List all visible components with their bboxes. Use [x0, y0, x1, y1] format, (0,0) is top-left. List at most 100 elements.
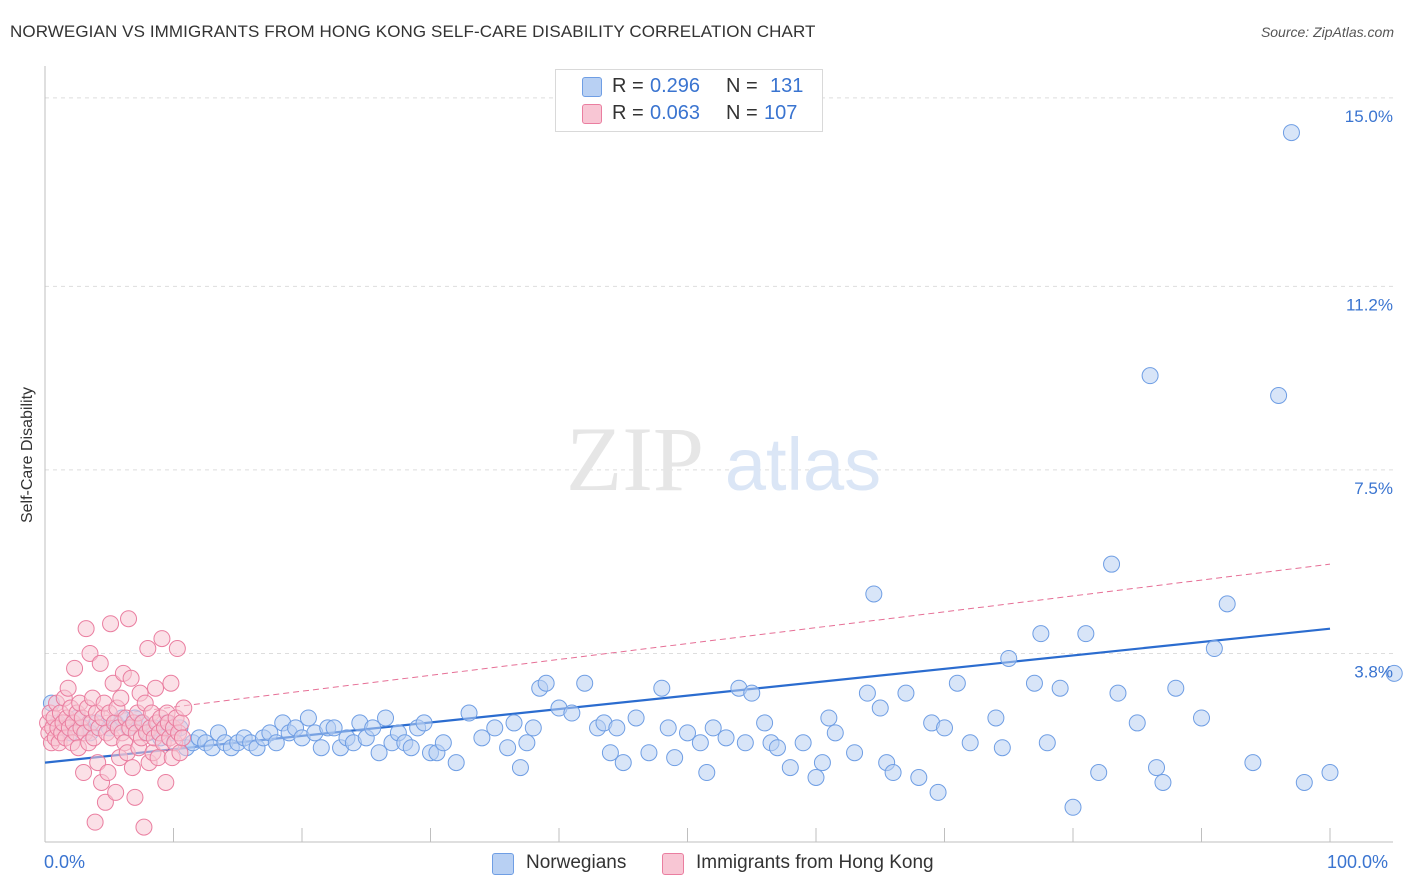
point-norwegians	[511, 759, 529, 777]
point-norwegians	[518, 734, 536, 752]
point-norwegians	[608, 719, 626, 737]
point-norwegians	[447, 754, 465, 772]
point-norwegians	[736, 734, 754, 752]
point-hong-kong	[139, 640, 157, 658]
trend-line-hong-kong	[44, 563, 1331, 724]
point-hong-kong	[172, 714, 190, 732]
legend-r-value: 0.063	[650, 102, 701, 124]
point-norwegians	[614, 754, 632, 772]
point-hong-kong	[112, 689, 130, 707]
point-norwegians	[679, 724, 696, 742]
point-hong-kong	[153, 630, 171, 648]
point-hong-kong	[126, 788, 144, 806]
point-hong-kong	[59, 679, 77, 697]
point-norwegians	[948, 674, 966, 692]
point-norwegians	[743, 684, 761, 702]
point-norwegians	[756, 714, 774, 732]
x-tick-label-min: 0.0%	[44, 852, 86, 872]
point-norwegians	[640, 744, 658, 762]
point-hong-kong	[171, 744, 189, 762]
point-norwegians	[370, 744, 388, 762]
point-hong-kong	[147, 679, 165, 697]
point-norwegians	[524, 719, 542, 737]
y-tick-label: 15.0%	[1345, 107, 1393, 126]
point-norwegians	[563, 704, 581, 722]
point-hong-kong	[157, 773, 175, 791]
point-norwegians	[299, 709, 317, 727]
point-norwegians	[820, 709, 838, 727]
point-norwegians	[1154, 773, 1172, 791]
point-norwegians	[698, 764, 716, 782]
point-hong-kong	[77, 620, 95, 638]
point-norwegians	[794, 734, 812, 752]
legend-n-value: 107	[764, 102, 798, 124]
point-norwegians	[486, 719, 504, 737]
point-hong-kong	[91, 654, 109, 672]
point-norwegians	[653, 679, 671, 697]
point-hong-kong	[102, 615, 120, 633]
chart-title: NORWEGIAN VS IMMIGRANTS FROM HONG KONG S…	[10, 22, 816, 41]
legend-swatch-hong-kong	[582, 104, 602, 124]
point-norwegians	[1141, 367, 1159, 385]
point-hong-kong	[162, 674, 180, 692]
point-hong-kong	[86, 813, 104, 831]
y-tick-label: 7.5%	[1354, 479, 1393, 498]
point-hong-kong	[81, 644, 99, 662]
point-norwegians	[865, 585, 883, 603]
watermark: ZIP atlas	[566, 408, 881, 510]
point-hong-kong	[175, 699, 193, 717]
bottom-legend-label: Immigrants from Hong Kong	[696, 852, 934, 873]
point-norwegians	[929, 783, 947, 801]
point-norwegians	[1128, 714, 1146, 732]
point-norwegians	[1270, 387, 1288, 405]
point-norwegians	[1051, 679, 1069, 697]
point-norwegians	[312, 739, 330, 757]
point-norwegians	[1385, 664, 1403, 682]
point-norwegians	[364, 719, 382, 737]
point-norwegians	[1103, 555, 1121, 573]
point-hong-kong	[149, 749, 167, 767]
point-hong-kong	[120, 610, 138, 628]
data-points	[39, 124, 1403, 836]
point-norwegians	[691, 734, 709, 752]
legend-r-label: R =	[612, 102, 644, 124]
point-norwegians	[1090, 764, 1108, 782]
point-norwegians	[460, 704, 478, 722]
point-norwegians	[402, 739, 420, 757]
point-norwegians	[659, 719, 677, 737]
point-norwegians	[499, 739, 517, 757]
point-norwegians	[666, 749, 684, 767]
point-norwegians	[781, 759, 799, 777]
point-hong-kong	[104, 674, 122, 692]
point-norwegians	[537, 674, 555, 692]
point-norwegians	[1032, 625, 1050, 643]
legend-n-label: N =	[726, 75, 758, 97]
point-norwegians	[936, 719, 953, 737]
point-norwegians	[813, 754, 831, 772]
point-norwegians	[1148, 759, 1166, 777]
legend-n-label: N =	[726, 102, 758, 124]
point-norwegians	[601, 744, 619, 762]
point-norwegians	[1193, 709, 1210, 727]
point-hong-kong	[96, 793, 114, 811]
bottom-legend-swatch-norwegians	[492, 853, 514, 875]
point-hong-kong	[123, 759, 141, 777]
point-norwegians	[1038, 734, 1056, 752]
point-hong-kong	[173, 729, 191, 747]
point-norwegians	[858, 684, 876, 702]
bottom-legend-swatch-hong-kong	[662, 853, 684, 875]
point-hong-kong	[107, 783, 125, 801]
point-norwegians	[473, 729, 491, 747]
point-norwegians	[961, 734, 979, 752]
legend-n-value: 131	[770, 75, 804, 97]
y-tick-label: 3.8%	[1354, 662, 1393, 681]
point-hong-kong	[89, 754, 107, 772]
point-norwegians	[627, 709, 645, 727]
point-hong-kong	[122, 669, 140, 687]
source-credit: Source: ZipAtlas.com	[1260, 24, 1394, 40]
point-norwegians	[267, 734, 285, 752]
y-axis-label: Self-Care Disability	[19, 386, 36, 524]
legend-r-label: R =	[612, 75, 644, 97]
point-norwegians	[717, 729, 735, 747]
point-norwegians	[897, 684, 915, 702]
